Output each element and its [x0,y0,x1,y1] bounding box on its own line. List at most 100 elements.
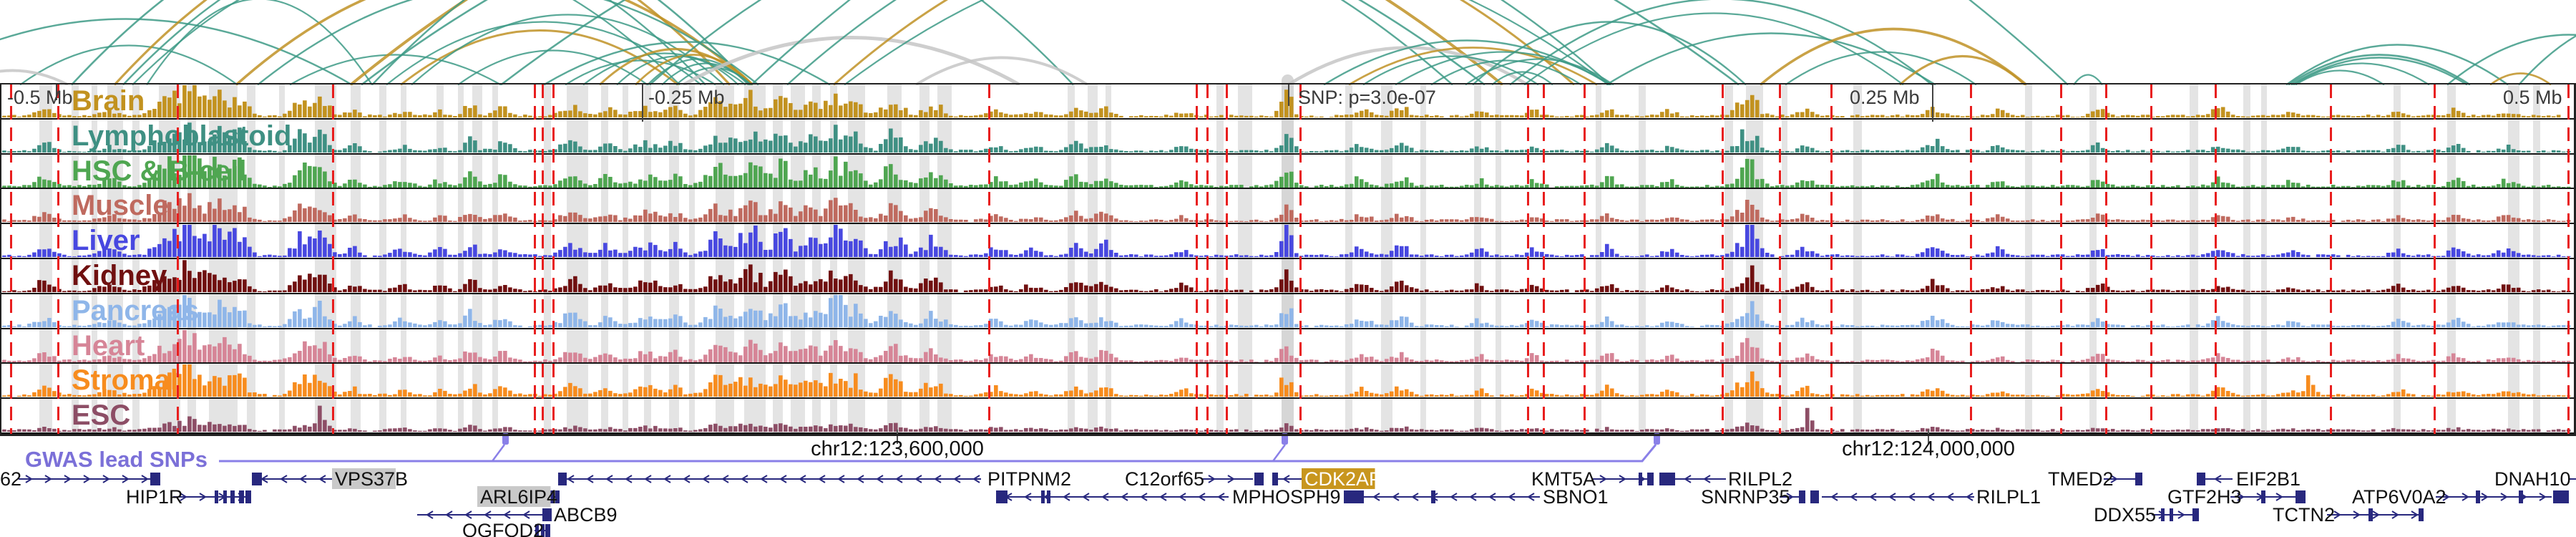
signal-plot [2,364,2571,397]
gene-label: MPHOSPH9 [1232,486,1341,508]
interaction-arc [1287,46,1529,85]
gene-model-snrnp35: SNRNP35 [1701,486,1805,508]
strand-arrow-icon [625,475,633,483]
strand-arrow-icon [1450,493,1458,501]
strand-arrow-icon [1527,493,1535,501]
accessibility-band [2508,84,2519,434]
regulatory-element-line [2215,84,2217,434]
signal-plot [2,294,2571,327]
strand-arrow-icon [426,511,434,519]
strand-arrow-icon [2372,511,2380,519]
regulatory-element-line [2330,84,2332,434]
strand-arrow-icon [1850,493,1858,501]
strand-arrow-icon [934,475,942,483]
strand-arrow-icon [1786,493,1794,501]
strand-arrow-icon [522,511,530,519]
interaction-arc [386,21,702,85]
regulatory-element-line [2567,84,2570,434]
signal-track-esc: ESC [0,399,2576,434]
exon-box [2197,473,2205,485]
accessibility-band [1106,84,1111,434]
strand-arrow-icon [2411,511,2419,519]
regulatory-element-line [2105,84,2107,434]
exon-box [535,524,539,537]
exon-box [2261,490,2265,503]
interaction-arc [411,14,725,85]
gwas-lead-snp-marker [1654,433,1660,445]
signal-bars [2,193,2571,223]
accessibility-band [623,84,628,434]
gene-model-sbno1: SBNO1 [1344,486,1609,508]
interaction-arc [2446,34,2576,85]
interaction-arc [146,0,373,85]
accessibility-band [791,84,805,434]
accessibility-band [401,84,406,434]
interaction-arc [649,0,1453,85]
regulatory-element-line [1543,84,1545,434]
accessibility-band [2394,84,2401,434]
track-label: Kidney [72,260,167,291]
strand-arrow-icon [1888,493,1896,501]
strand-arrow-icon [64,475,72,483]
gene-label: ARL6IP4 [480,486,557,508]
strand-arrow-icon [1282,475,1290,483]
coordinate-label: chr12:124,000,000 [1842,437,2015,460]
accessibility-band [601,84,608,434]
regulatory-element-line [1196,84,1198,434]
track-area-right-border [2574,84,2576,434]
exon-box [150,473,160,485]
exon-box [215,490,218,503]
accessibility-band [458,84,464,434]
accessibility-band [132,84,140,434]
strand-arrow-icon [484,511,492,519]
strand-arrow-icon [1908,493,1916,501]
gene-model-62: 62 [0,468,160,490]
ruler-tick [1288,84,1289,106]
strand-arrow-icon [83,475,91,483]
signal-bars [2,329,2571,362]
strand-arrow-icon [586,475,594,483]
signal-plot [2,193,2571,223]
gene-model-tctn2: TCTN2 [2273,504,2424,526]
strand-arrow-icon [721,475,729,483]
strand-arrow-icon [741,475,748,483]
track-label: Stromal [72,364,178,397]
signal-bars [2,84,2561,117]
regulatory-element-line [177,84,179,434]
gene-model-pitpnm2: PITPNM2 [558,468,1071,490]
gene-label: 62 [0,468,21,490]
signal-track-stromal: Stromal [0,364,2576,400]
strand-arrow-icon [837,475,845,483]
exon-box [2368,508,2373,521]
gene-label: ABCB9 [554,504,618,526]
gene-model-c12orf65: C12orf65 [1125,468,1264,490]
accessibility-band [39,84,52,434]
strand-arrow-icon [1946,493,1954,501]
exon-box [550,490,554,503]
interaction-arc [1430,59,1582,85]
interaction-arc [1898,55,2026,85]
exon-box [1810,490,1819,503]
strand-arrow-icon [644,475,652,483]
strand-arrow-icon [2275,493,2283,501]
gene-label: SNRNP35 [1701,486,1790,508]
accessibility-band [1782,84,1787,434]
gene-label: KMT5A [1531,468,1596,490]
gene-label: DNAH10 [2494,468,2571,490]
strand-arrow-icon [876,475,884,483]
gene-label: RILPL2 [1728,468,1792,490]
gene-label: GTF2H3 [2167,486,2242,508]
gene-label: VPS37B [335,468,408,490]
strand-arrow-icon [663,475,671,483]
exon-box [223,490,227,503]
gene-model-eif2b1: EIF2B1 [2197,468,2301,490]
signal-track-brain: Brain [0,84,2576,120]
strand-arrow-icon [1703,475,1711,483]
signal-plot [2,225,2571,258]
strand-arrow-icon [1179,493,1186,501]
interaction-arc [2489,72,2552,85]
strand-arrow-icon [1508,493,1516,501]
interaction-arc [844,0,1609,85]
ruler-label: SNP: p=3.0e-07 [1298,87,1436,108]
accessibility-band [689,84,695,434]
